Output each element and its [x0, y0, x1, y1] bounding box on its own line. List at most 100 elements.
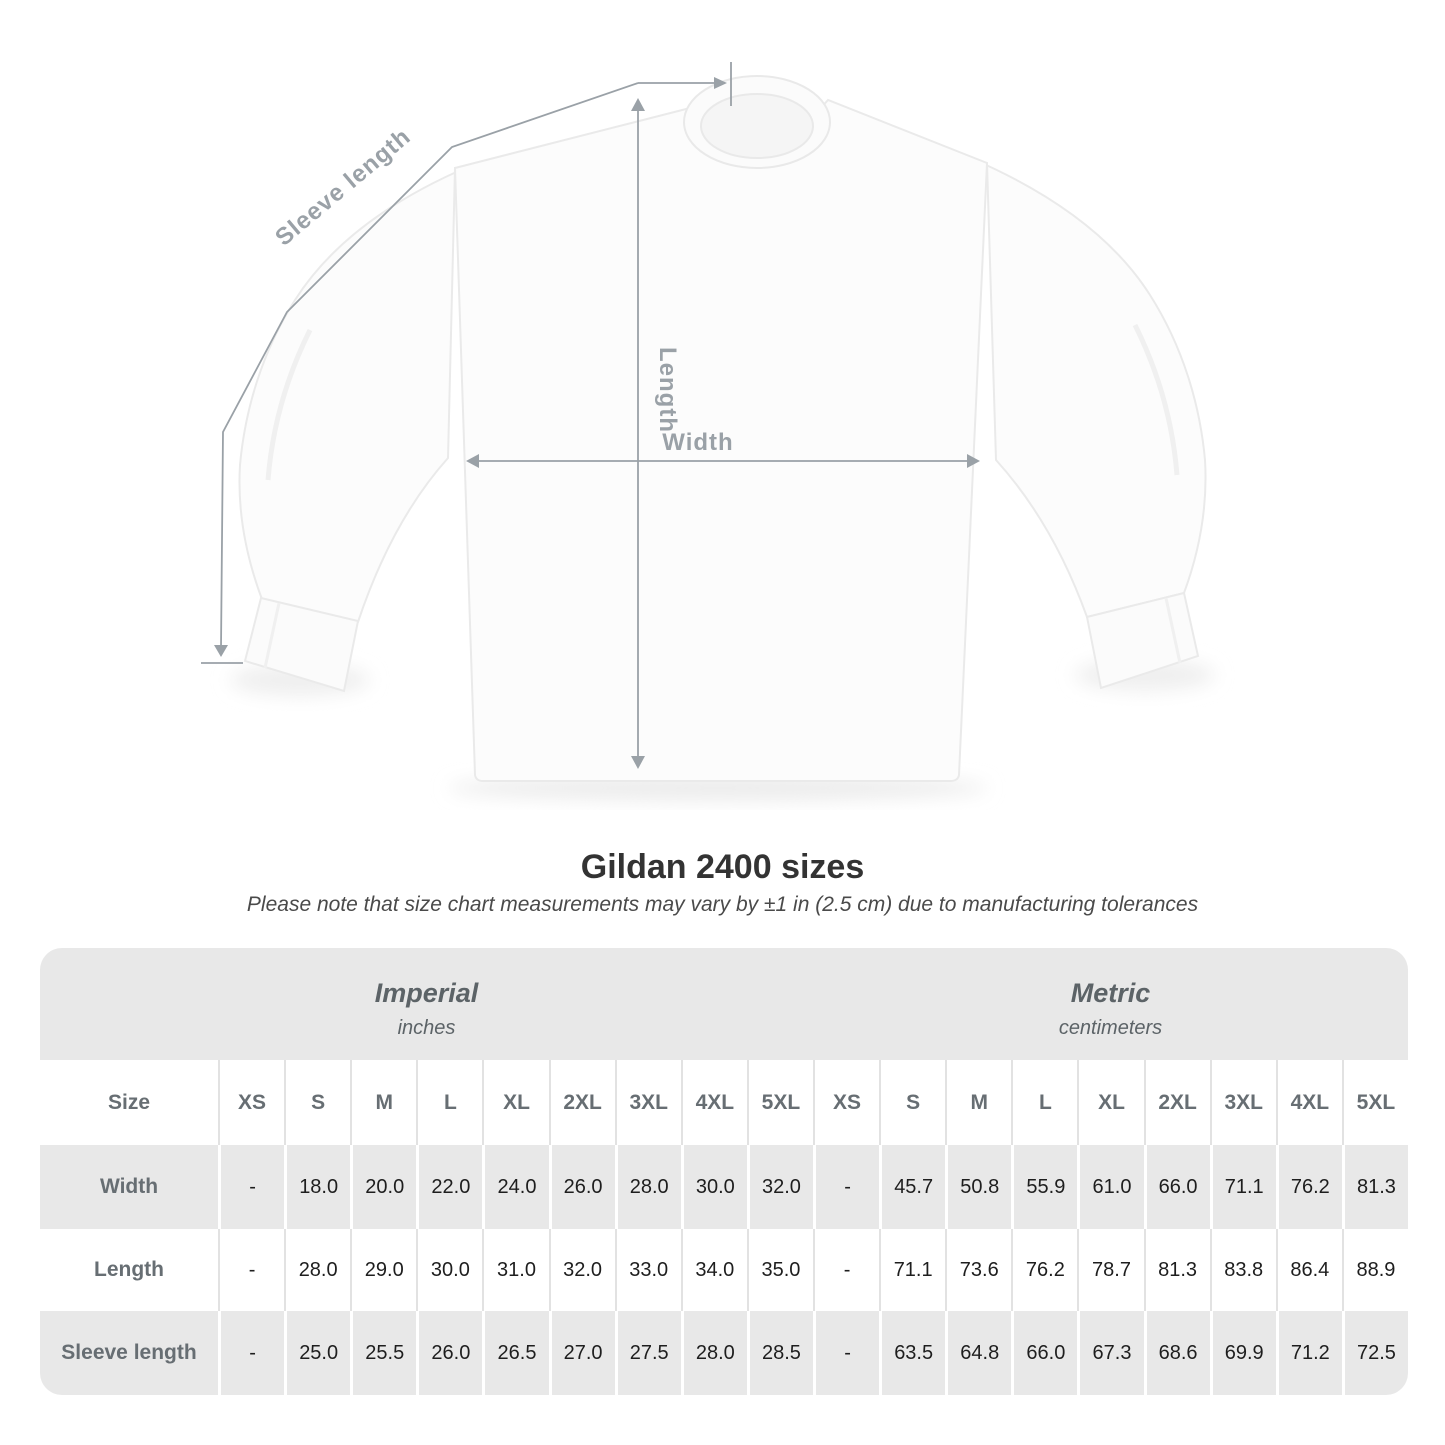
size-header-cell: M	[350, 1060, 417, 1145]
size-header-cell: 4XL	[1275, 1060, 1342, 1145]
arrow-right-icon	[714, 77, 727, 89]
size-header-cell: XS	[218, 1060, 285, 1145]
shirt-left-sleeve	[238, 165, 471, 624]
value-cell: 22.0	[416, 1145, 483, 1229]
value-cell: 72.5	[1341, 1311, 1408, 1395]
arrow-left-icon	[466, 454, 479, 468]
value-cell: 69.9	[1209, 1311, 1276, 1395]
size-header-cell: L	[416, 1060, 483, 1145]
value-cell: 64.8	[945, 1311, 1012, 1395]
size-header-cell: 3XL	[614, 1060, 681, 1145]
value-cell: 27.0	[548, 1311, 615, 1395]
value-cell: 28.0	[614, 1145, 681, 1229]
value-cell: 30.0	[680, 1145, 747, 1229]
value-cell: -	[218, 1311, 285, 1395]
value-cell: 67.3	[1077, 1311, 1144, 1395]
row-label-sleeve-length: Sleeve length	[40, 1311, 218, 1395]
value-cell: 32.0	[746, 1145, 813, 1229]
value-cell: 66.0	[1143, 1145, 1210, 1229]
value-cell: -	[813, 1311, 880, 1395]
sleeve-measure-line	[220, 82, 639, 649]
value-cell: 24.0	[482, 1145, 549, 1229]
arrow-up-icon	[631, 98, 645, 111]
size-header-cell: XL	[1077, 1060, 1144, 1145]
value-cell: 28.0	[680, 1311, 747, 1395]
value-cell: 35.0	[746, 1229, 813, 1311]
value-cell: 29.0	[350, 1229, 417, 1311]
value-cell: 76.2	[1011, 1229, 1078, 1311]
measurement-arrowheads	[214, 77, 980, 769]
value-cell: 71.2	[1275, 1311, 1342, 1395]
value-cell: 61.0	[1077, 1145, 1144, 1229]
shirt-svg: Sleeve length Length Width	[201, 62, 1215, 801]
value-cell: 26.0	[416, 1311, 483, 1395]
value-cell: 33.0	[614, 1229, 681, 1311]
imperial-group-header: Imperial inches	[40, 948, 813, 1060]
value-cell: 20.0	[350, 1145, 417, 1229]
row-label-width: Width	[40, 1145, 218, 1229]
size-column-header: Size	[40, 1060, 218, 1145]
value-cell: 68.6	[1143, 1311, 1210, 1395]
value-cell: 45.7	[879, 1145, 946, 1229]
metric-unit-label: centimeters	[1058, 1017, 1163, 1039]
value-cell: 55.9	[1011, 1145, 1078, 1229]
value-cell: 83.8	[1209, 1229, 1276, 1311]
unit-group-band: Imperial inches Metric centimeters	[40, 948, 1408, 1060]
value-cell: -	[813, 1145, 880, 1229]
size-header-cell: 2XL	[1143, 1060, 1210, 1145]
imperial-unit-label: inches	[397, 1017, 456, 1039]
value-cell: -	[218, 1145, 285, 1229]
metric-label: Metric	[1070, 978, 1151, 1008]
size-header-cell: S	[284, 1060, 351, 1145]
page-title: Gildan 2400 sizes	[580, 848, 865, 886]
value-cell: 73.6	[945, 1229, 1012, 1311]
length-label: Length	[654, 347, 681, 433]
value-cell: 78.7	[1077, 1229, 1144, 1311]
right-sleeve-fold	[1132, 323, 1180, 476]
value-cell: 34.0	[680, 1229, 747, 1311]
tolerance-note: Please note that size chart measurements…	[246, 893, 1199, 916]
size-header-cell: 5XL	[1341, 1060, 1408, 1145]
value-cell: 71.1	[1209, 1145, 1276, 1229]
size-header-cell: L	[1011, 1060, 1078, 1145]
value-cell: 71.1	[879, 1229, 946, 1311]
value-cell: 32.0	[548, 1229, 615, 1311]
imperial-label: Imperial	[374, 978, 479, 1008]
value-cell: 28.0	[284, 1229, 351, 1311]
size-header-cell: 5XL	[746, 1060, 813, 1145]
value-cell: 76.2	[1275, 1145, 1342, 1229]
value-cell: 86.4	[1275, 1229, 1342, 1311]
value-cell: 28.5	[746, 1311, 813, 1395]
shirt-right-sleeve	[974, 159, 1207, 619]
value-cell: 18.0	[284, 1145, 351, 1229]
left-sleeve-fold	[265, 328, 313, 481]
size-header-cell: XS	[813, 1060, 880, 1145]
size-header-cell: 4XL	[680, 1060, 747, 1145]
value-cell: 81.3	[1341, 1145, 1408, 1229]
value-cell: -	[218, 1229, 285, 1311]
metric-group-header: Metric centimeters	[813, 948, 1408, 1060]
value-cell: 25.0	[284, 1311, 351, 1395]
value-cell: 30.0	[416, 1229, 483, 1311]
size-header-cell: XL	[482, 1060, 549, 1145]
size-header-cell: M	[945, 1060, 1012, 1145]
size-header-cell: S	[879, 1060, 946, 1145]
arrow-down-icon	[631, 756, 645, 769]
arrow-down-icon	[214, 645, 228, 657]
shirt-cuffs	[243, 591, 1200, 693]
value-cell: 88.9	[1341, 1229, 1408, 1311]
value-cell: 31.0	[482, 1229, 549, 1311]
value-cell: 25.5	[350, 1311, 417, 1395]
value-cell: 81.3	[1143, 1229, 1210, 1311]
width-label: Width	[662, 429, 733, 456]
value-cell: 27.5	[614, 1311, 681, 1395]
value-cell: 50.8	[945, 1145, 1012, 1229]
value-cell: 63.5	[879, 1311, 946, 1395]
value-cell: -	[813, 1229, 880, 1311]
row-label-length: Length	[40, 1229, 218, 1311]
size-header-cell: 2XL	[548, 1060, 615, 1145]
arrow-right-icon	[967, 454, 980, 468]
shirt-illustration: Sleeve length Length Width	[201, 62, 1215, 801]
size-header-cell: 3XL	[1209, 1060, 1276, 1145]
